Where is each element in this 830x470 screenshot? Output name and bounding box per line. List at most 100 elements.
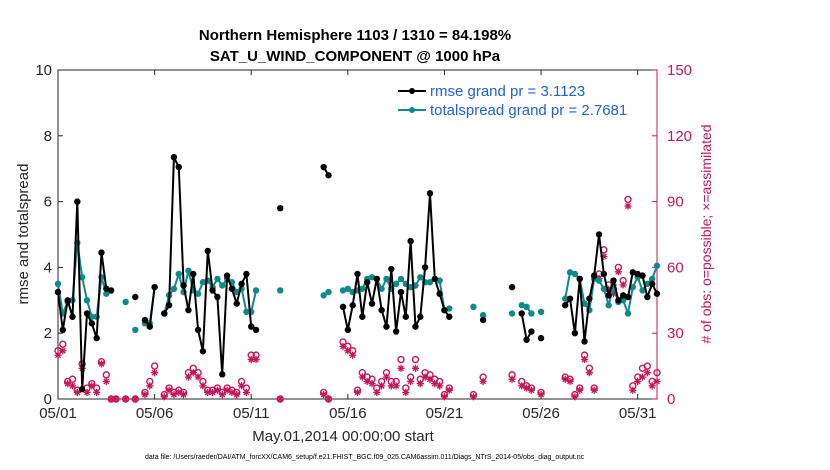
totalspread-point: [605, 302, 612, 309]
rmse-point: [83, 310, 91, 317]
assimilated-obs-stroke: [634, 378, 641, 385]
assimilated-obs-point: [629, 386, 637, 394]
assimilated-obs-stroke: [426, 376, 433, 383]
assimilated-obs-stroke: [480, 378, 487, 385]
assimilated-obs-stroke: [591, 387, 598, 394]
assimilated-obs-stroke: [199, 382, 206, 389]
possible-obs-point: [653, 368, 661, 377]
rmse-point: [132, 293, 139, 301]
assimilated-obs-stroke: [359, 374, 366, 381]
legend-box: [392, 80, 652, 124]
legend: rmse grand pr = 3.1123 totalspread grand…: [392, 80, 652, 124]
legend-rmse-marker: [409, 88, 415, 94]
totalspread-point: [470, 303, 477, 311]
assimilated-obs-point: [88, 382, 96, 390]
assimilated-obs-point: [653, 377, 661, 386]
rmse-point: [344, 326, 352, 334]
assimilated-obs-point: [68, 382, 77, 390]
assimilated-obs-point: [590, 386, 598, 394]
assimilated-obs-stroke: [190, 369, 197, 376]
assimilated-obs-stroke: [649, 382, 656, 389]
chart-subtitle: SAT_U_WIND_COMPONENT @ 1000 hPa: [210, 48, 501, 65]
rmse-point: [624, 293, 632, 301]
assimilated-obs-point: [204, 388, 212, 397]
assimilated-obs-point: [184, 373, 193, 381]
assimilated-obs-point: [102, 377, 110, 386]
assimilated-obs-point: [397, 364, 405, 372]
assimilated-obs-point: [614, 268, 622, 276]
totalspread-point: [436, 277, 443, 284]
assimilated-obs-point: [392, 382, 400, 390]
totalspread-point: [383, 275, 390, 283]
assimilated-obs-point: [469, 393, 478, 401]
assimilated-obs-stroke: [151, 369, 158, 376]
assimilated-obs-point: [179, 391, 188, 399]
rmse-point: [204, 247, 211, 255]
assimilated-obs-point: [54, 351, 62, 359]
totalspread-point: [653, 262, 661, 269]
assimilated-obs-stroke: [93, 389, 100, 396]
assimilated-obs-stroke: [195, 374, 202, 381]
x-tick-label: 05/01: [39, 405, 77, 422]
assimilated-obs-point: [213, 386, 222, 394]
totalspread-point: [624, 310, 632, 317]
assimilated-obs-point: [276, 395, 284, 403]
rmse-line: [163, 156, 257, 376]
totalspread-point: [518, 302, 525, 309]
assimilated-obs-point: [97, 360, 106, 368]
rmse-point: [141, 316, 149, 324]
rmse-point: [228, 285, 236, 292]
assimilated-obs-point: [585, 369, 593, 377]
assimilated-obs-stroke: [88, 382, 95, 389]
totalspread-point: [325, 288, 332, 296]
assimilated-obs-stroke: [146, 382, 153, 389]
assimilated-obs-point: [638, 373, 647, 381]
rmse-point: [349, 302, 356, 309]
assimilated-obs-stroke: [431, 380, 438, 387]
assimilated-obs-stroke: [84, 389, 90, 396]
assimilated-obs-stroke: [277, 396, 284, 402]
assimilated-obs-stroke: [59, 347, 66, 354]
assimilated-obs-stroke: [629, 387, 636, 394]
assimilated-obs-stroke: [615, 268, 622, 275]
totalspread-point: [243, 308, 250, 316]
y-tick-label: 8: [44, 128, 52, 145]
assimilated-obs-stroke: [224, 387, 231, 394]
assimilated-obs-point: [122, 395, 130, 403]
totalspread-point: [103, 290, 110, 297]
x-tick-label: 05/16: [329, 405, 367, 422]
y-axis-label: rmse and totalspread: [15, 164, 32, 305]
assimilated-obs-stroke: [349, 352, 356, 359]
totalspread-point: [571, 270, 579, 278]
rmse-point: [441, 306, 448, 314]
assimilated-obs-point: [242, 388, 250, 397]
assimilated-obs-stroke: [422, 374, 429, 381]
assimilated-obs-point: [445, 386, 453, 394]
assimilated-obs-point: [344, 347, 352, 355]
assimilated-obs-point: [580, 355, 589, 364]
assimilated-obs-stroke: [567, 378, 574, 385]
rmse-point: [219, 371, 226, 378]
assimilated-obs-point: [199, 382, 207, 390]
rmse-point: [194, 326, 202, 334]
rmse-point: [392, 328, 400, 335]
rmse-point: [190, 270, 197, 278]
rmse-point: [412, 323, 419, 330]
totalspread-point: [426, 279, 434, 286]
assimilated-obs-point: [368, 380, 376, 388]
assimilated-obs-point: [247, 355, 255, 364]
assimilated-obs-point: [426, 375, 434, 383]
rmse-point: [69, 313, 76, 320]
rmse-point: [180, 282, 187, 289]
assimilated-obs-point: [252, 355, 260, 364]
totalspread-point: [359, 285, 366, 292]
right-axis-label: # of obs: o=possible; ×=assimilated: [698, 124, 714, 343]
assimilated-obs-point: [407, 377, 415, 386]
totalspread-point: [320, 292, 327, 299]
assimilated-obs-point: [648, 382, 656, 390]
rmse-point: [566, 295, 574, 302]
possible-obs-point: [397, 355, 405, 364]
assimilated-obs-point: [619, 281, 627, 289]
x-axis-label: May.01,2014 00:00:00 start: [252, 428, 434, 445]
assimilated-obs-point: [320, 391, 328, 399]
